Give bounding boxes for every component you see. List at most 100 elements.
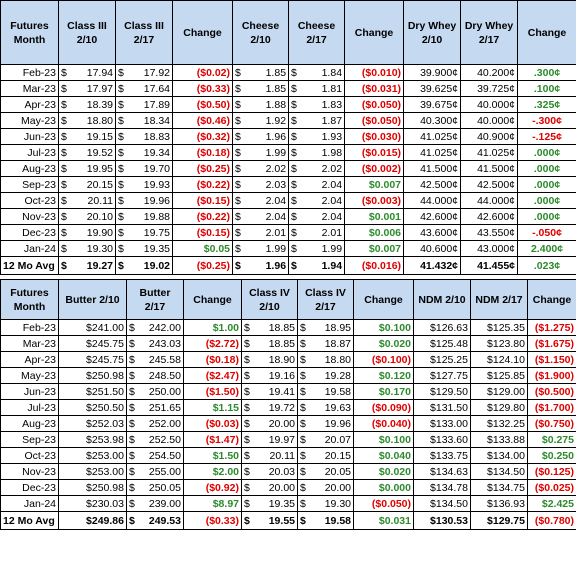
dollar-sign: $ bbox=[115, 80, 129, 97]
class4-2-17-cell: 19.58 bbox=[310, 383, 354, 400]
butter-change-cell: ($1.50) bbox=[183, 383, 242, 400]
class4-2-17-cell: 18.80 bbox=[310, 351, 354, 368]
dollar-sign: $ bbox=[288, 96, 302, 113]
dollar-sign: $ bbox=[58, 160, 72, 177]
ndm-2-17-cell: $129.75 bbox=[470, 511, 528, 530]
dollar-sign: $ bbox=[288, 208, 302, 225]
dollar-sign: $ bbox=[297, 335, 311, 352]
ndm-change-cell: $0.250 bbox=[527, 447, 576, 464]
dollar-sign: $ bbox=[115, 224, 129, 241]
table-row: Aug-23 $19.95 $19.70 ($0.25) $2.02 $2.02 ($0.0… bbox=[0, 160, 576, 177]
class3-2-10-cell: 18.39 bbox=[71, 96, 117, 113]
whey-change-cell: .000¢ bbox=[517, 176, 576, 193]
table-row: Aug-23 $252.03 $252.00 ($0.03) $20.00 $19.96(… bbox=[0, 415, 576, 432]
ndm-change-cell: ($1.150) bbox=[527, 351, 576, 368]
class3-2-17-cell: 17.64 bbox=[128, 80, 174, 97]
whey-2-17-cell: 42.600¢ bbox=[460, 208, 519, 225]
class4-2-10-cell: 19.55 bbox=[254, 511, 298, 530]
class3-2-10-cell: 18.80 bbox=[71, 112, 117, 129]
class4-change-cell: $0.020 bbox=[353, 335, 414, 352]
class3-2-17-cell: 19.34 bbox=[128, 144, 174, 161]
class3-2-17-cell: 19.70 bbox=[128, 160, 174, 177]
dollar-sign: $ bbox=[297, 319, 311, 336]
butter-change-cell: ($2.72) bbox=[183, 335, 242, 352]
class3-2-10-cell: 20.10 bbox=[71, 208, 117, 225]
butter-2-10-cell: $245.75 bbox=[58, 335, 127, 352]
month-cell: Apr-23 bbox=[0, 351, 59, 368]
cheese-change-cell: $0.007 bbox=[344, 240, 405, 257]
ndm-change-cell: $2.425 bbox=[527, 495, 576, 512]
butter-2-17-cell: 252.00 bbox=[139, 415, 184, 432]
cheese-change-cell: ($0.015) bbox=[344, 144, 405, 161]
class3-2-17-cell: 19.75 bbox=[128, 224, 174, 241]
dollar-sign: $ bbox=[297, 447, 311, 464]
ndm-change-cell: ($0.500) bbox=[527, 383, 576, 400]
class4-2-17-cell: 19.28 bbox=[310, 367, 354, 384]
ndm-2-17-cell: $129.80 bbox=[470, 399, 528, 416]
butter-2-10-cell: $253.98 bbox=[58, 431, 127, 448]
butter-change-cell: $1.15 bbox=[183, 399, 242, 416]
cheese-2-17-cell: 1.81 bbox=[301, 80, 346, 97]
dollar-sign: $ bbox=[288, 240, 302, 257]
dollar-sign: $ bbox=[288, 176, 302, 193]
whey-2-17-cell: 41.025¢ bbox=[460, 144, 519, 161]
cheese-2-17-cell: 2.02 bbox=[301, 160, 346, 177]
dollar-sign: $ bbox=[58, 176, 72, 193]
dollar-sign: $ bbox=[58, 80, 72, 97]
cheese-2-10-cell: 1.85 bbox=[245, 80, 290, 97]
butter-2-10-cell: $253.00 bbox=[58, 463, 127, 480]
ndm-2-10-cell: $134.78 bbox=[413, 479, 471, 496]
dollar-sign: $ bbox=[288, 128, 302, 145]
month-cell: Nov-23 bbox=[0, 463, 59, 480]
average-row: 12 Mo Avg $249.86 $249.53 ($0.33) $19.55 $19.… bbox=[0, 511, 576, 530]
whey-2-17-cell: 39.725¢ bbox=[460, 80, 519, 97]
ndm-2-17-cell: $136.93 bbox=[470, 495, 528, 512]
class4-change-cell: $0.100 bbox=[353, 431, 414, 448]
cheese-change-cell: ($0.050) bbox=[344, 112, 405, 129]
month-cell: Apr-23 bbox=[0, 96, 59, 113]
col-header-ndm-2-17: NDM 2/17 bbox=[470, 279, 528, 320]
ndm-change-cell: ($1.675) bbox=[527, 335, 576, 352]
cheese-change-cell: $0.001 bbox=[344, 208, 405, 225]
whey-2-10-cell: 40.600¢ bbox=[403, 240, 462, 257]
cheese-2-10-cell: 1.88 bbox=[245, 96, 290, 113]
dollar-sign: $ bbox=[288, 224, 302, 241]
butter-change-cell: $1.50 bbox=[183, 447, 242, 464]
dollar-sign: $ bbox=[126, 351, 140, 368]
whey-2-17-cell: 40.000¢ bbox=[460, 96, 519, 113]
table-row: Nov-23 $20.10 $19.88 ($0.22) $2.04 $2.04 $0.00… bbox=[0, 208, 576, 225]
ndm-2-10-cell: $127.75 bbox=[413, 367, 471, 384]
header-row: Futures Month Class III 2/10 Class III 2… bbox=[0, 0, 576, 65]
butter-change-cell: ($0.18) bbox=[183, 351, 242, 368]
dollar-sign: $ bbox=[241, 511, 255, 530]
whey-change-cell: -.125¢ bbox=[517, 128, 576, 145]
butter-change-cell: $1.00 bbox=[183, 319, 242, 336]
butter-2-17-cell: 252.50 bbox=[139, 431, 184, 448]
month-cell: Aug-23 bbox=[0, 415, 59, 432]
month-cell: Jan-24 bbox=[0, 240, 59, 257]
month-cell: Feb-23 bbox=[0, 64, 59, 81]
whey-2-10-cell: 42.600¢ bbox=[403, 208, 462, 225]
butter-change-cell: ($2.47) bbox=[183, 367, 242, 384]
butter-change-cell: $8.97 bbox=[183, 495, 242, 512]
month-cell: Jul-23 bbox=[0, 144, 59, 161]
dollar-sign: $ bbox=[232, 192, 246, 209]
col-header-cheese-2-17: Cheese 2/17 bbox=[288, 0, 346, 65]
col-header-change: Change bbox=[172, 0, 234, 65]
month-cell: Dec-23 bbox=[0, 479, 59, 496]
whey-change-cell: .000¢ bbox=[517, 160, 576, 177]
table-row: Dec-23 $250.98 $250.05 ($0.92) $20.00 $20.00 $… bbox=[0, 479, 576, 496]
class4-2-10-cell: 20.00 bbox=[254, 415, 298, 432]
whey-change-cell: .023¢ bbox=[517, 256, 576, 275]
butter-2-17-cell: 251.65 bbox=[139, 399, 184, 416]
cheese-2-10-cell: 2.04 bbox=[245, 208, 290, 225]
class4-change-cell: ($0.050) bbox=[353, 495, 414, 512]
dollar-sign: $ bbox=[241, 479, 255, 496]
month-cell: Sep-23 bbox=[0, 431, 59, 448]
dollar-sign: $ bbox=[297, 351, 311, 368]
class3-2-10-cell: 19.52 bbox=[71, 144, 117, 161]
dollar-sign: $ bbox=[58, 240, 72, 257]
month-cell: Oct-23 bbox=[0, 192, 59, 209]
ndm-change-cell: ($0.025) bbox=[527, 479, 576, 496]
class3-2-17-cell: 19.88 bbox=[128, 208, 174, 225]
